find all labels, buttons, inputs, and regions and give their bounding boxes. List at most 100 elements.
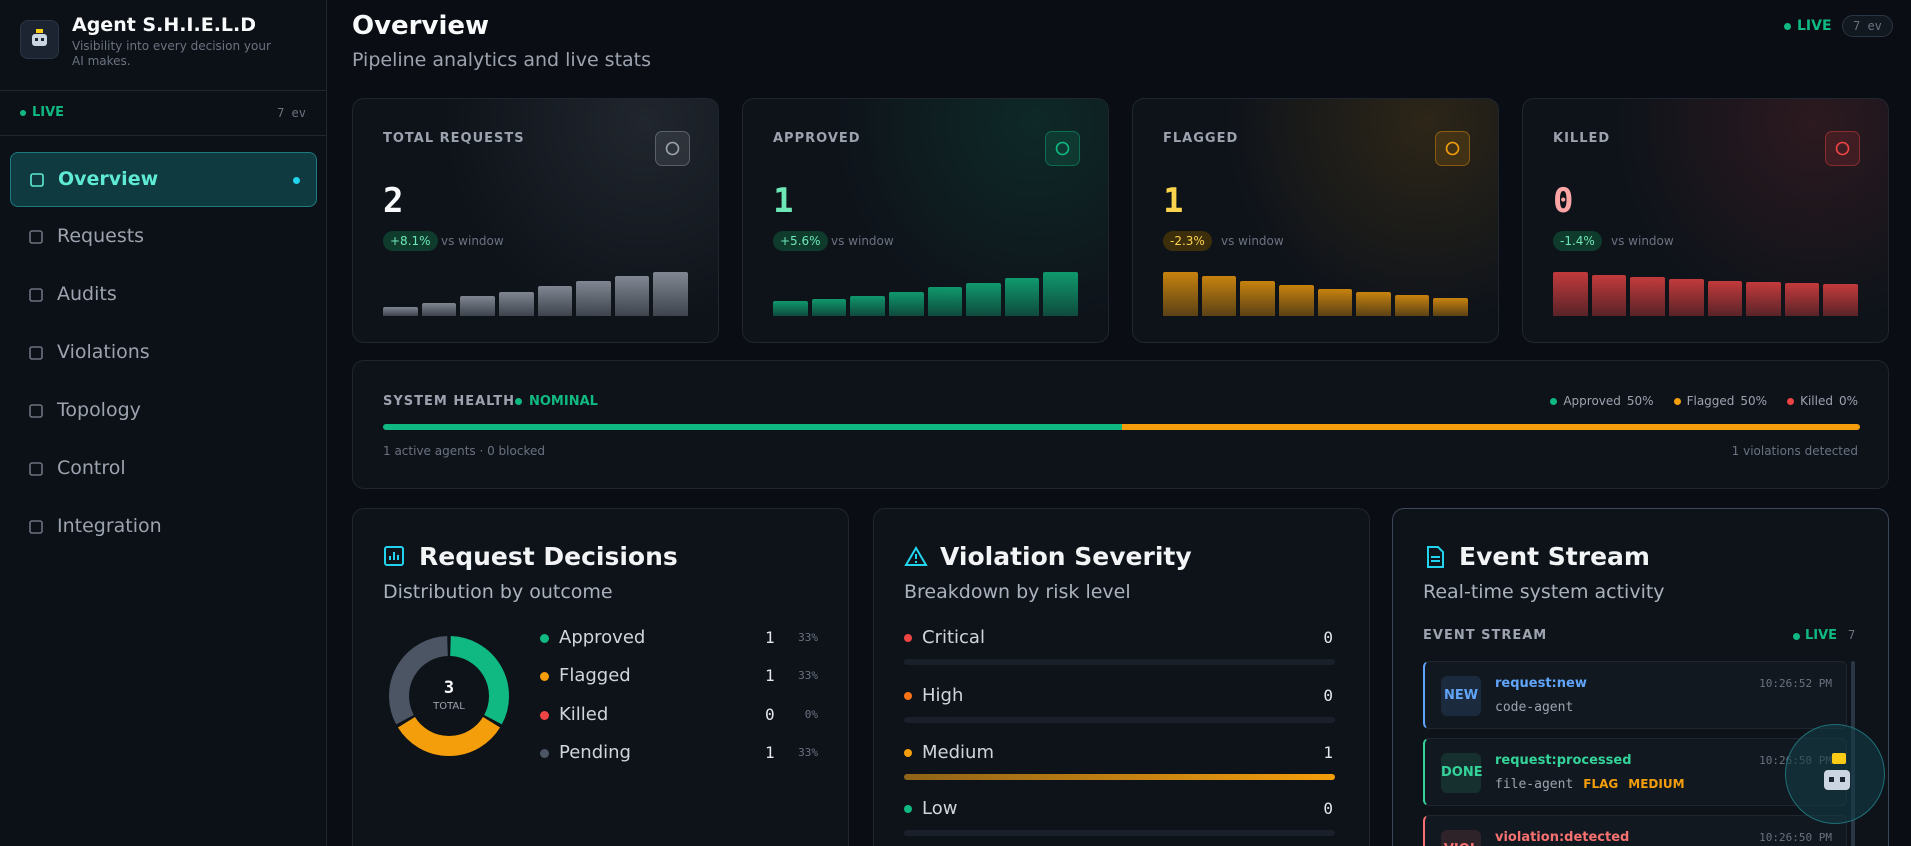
stat-icon-glyph: [1055, 141, 1070, 156]
stat-note: vs window: [831, 234, 894, 248]
legend-value: 0: [765, 705, 775, 724]
stat-label: APPROVED: [773, 131, 861, 146]
legend-dot: [540, 711, 549, 720]
assistant-button[interactable]: [1785, 724, 1885, 824]
spark-bar: [1163, 272, 1198, 316]
legend-name: Flagged: [559, 665, 631, 686]
severity-value: 0: [1323, 628, 1333, 647]
nav-label: Overview: [58, 168, 159, 190]
stat-icon-shape: [665, 141, 680, 156]
event-card: VIOL violation:detected 10:26:50 PM: [1423, 815, 1847, 846]
event-badge: DONE: [1441, 753, 1483, 793]
nav-item[interactable]: Control: [10, 442, 317, 497]
event-tag: MEDIUM: [1628, 777, 1685, 791]
live-dot: [1793, 633, 1800, 640]
spark-bar: [498, 291, 534, 316]
assistant-icon: [1824, 753, 1850, 790]
event-name: violation:detected: [1495, 830, 1630, 845]
stat-icon-shape: [1835, 141, 1850, 156]
panel-title: Event Stream: [1459, 542, 1650, 571]
nav-item[interactable]: Topology: [10, 384, 317, 439]
panel-subtitle: Breakdown by risk level: [904, 581, 1131, 603]
severity-name: Low: [922, 798, 958, 819]
legend-item: Flagged 50%: [1673, 394, 1767, 408]
stat-note: vs window: [1611, 234, 1674, 248]
legend-pct: 33%: [798, 631, 818, 644]
spark-bar: [421, 302, 457, 316]
severity-bar: [904, 774, 1335, 780]
page-subtitle: Pipeline analytics and live stats: [352, 49, 652, 71]
legend-dot: [540, 749, 549, 758]
health-label: SYSTEM HEALTH: [383, 394, 516, 409]
severity-name: Critical: [922, 627, 985, 648]
health-segment: [1121, 424, 1860, 430]
legend-pct: 33%: [798, 746, 818, 759]
nav-icon-shape: [29, 288, 43, 302]
spark-bar: [537, 286, 573, 316]
panel-title: Request Decisions: [419, 542, 678, 571]
spark-bar: [1043, 272, 1078, 316]
health-segment: [383, 424, 1122, 430]
stat-icon: [1825, 131, 1860, 166]
panel-subtitle: Distribution by outcome: [383, 581, 613, 603]
legend-value: 1: [765, 628, 775, 647]
stat-card: KILLED 0 -1.4% vs window: [1522, 98, 1889, 343]
app-title: Agent S.H.I.E.L.D: [72, 14, 257, 36]
legend-item: Approved 50%: [1550, 394, 1654, 408]
spark-bar: [773, 301, 808, 316]
stream-header: EVENT STREAM: [1423, 628, 1548, 643]
live-status: LIVE: [32, 105, 65, 120]
health-footer: 1 active agents · 0 blocked: [383, 444, 545, 458]
event-agent: code-agent: [1495, 700, 1573, 715]
stat-value: 0: [1553, 181, 1574, 221]
nav-icon: [29, 520, 43, 534]
severity-value: 1: [1323, 743, 1333, 762]
nav-icon: [29, 288, 43, 302]
event-agent: file-agent FLAG MEDIUM: [1495, 777, 1685, 792]
nav-item[interactable]: Violations: [10, 326, 317, 381]
severity-name: High: [922, 685, 964, 706]
health-status: NOMINAL: [529, 394, 598, 409]
spark-bar: [576, 280, 611, 316]
nav-icon: [30, 173, 44, 187]
health-card: SYSTEM HEALTH NOMINAL Approved 50% Flagged…: [352, 360, 1889, 489]
donut-total-label: TOTAL: [433, 701, 465, 712]
legend-name: Killed: [1800, 394, 1833, 408]
event-time: 10:26:52 PM: [1759, 677, 1832, 690]
nav-label: Requests: [57, 225, 145, 247]
stat-label: KILLED: [1553, 131, 1611, 146]
live-status: LIVE: [1797, 18, 1832, 34]
panel-title: Violation Severity: [940, 542, 1192, 571]
panel-icon: [904, 546, 928, 566]
spark-bar: [1004, 277, 1040, 316]
stat-change: -1.4%: [1553, 231, 1602, 251]
nav-item[interactable]: Integration: [10, 500, 317, 555]
legend-name: Pending: [559, 742, 631, 763]
spark-bar: [1356, 291, 1391, 316]
stat-icon-glyph: [1835, 141, 1850, 156]
spark-bar: [1630, 276, 1665, 316]
nav-item[interactable]: Overview: [10, 152, 317, 207]
legend-value: 50%: [1626, 394, 1654, 408]
legend-dot: [540, 672, 549, 681]
nav-icon: [29, 230, 43, 244]
decisions-panel: Request Decisions Distribution by outcom…: [352, 508, 849, 846]
nav-item[interactable]: Audits: [10, 268, 317, 323]
severity-name: Medium: [922, 742, 994, 763]
event-agent-name: code-agent: [1495, 700, 1574, 715]
panel-subtitle: Real-time system activity: [1423, 581, 1665, 603]
nav-item[interactable]: Requests: [10, 210, 317, 265]
donut-arc: [449, 636, 509, 725]
legend-name: Approved: [559, 627, 646, 648]
spark-bar: [614, 275, 650, 316]
legend-name: Approved: [1563, 394, 1621, 408]
app-subtitle: Visibility into every decision your AI m…: [72, 39, 271, 68]
nav-label: Control: [57, 457, 126, 479]
event-name: request:processed: [1495, 753, 1632, 768]
event-badge: VIOL: [1441, 830, 1481, 846]
legend-item: Killed 0%: [1787, 394, 1858, 408]
spark-bar: [653, 272, 688, 316]
event-tag: FLAG: [1583, 777, 1619, 791]
